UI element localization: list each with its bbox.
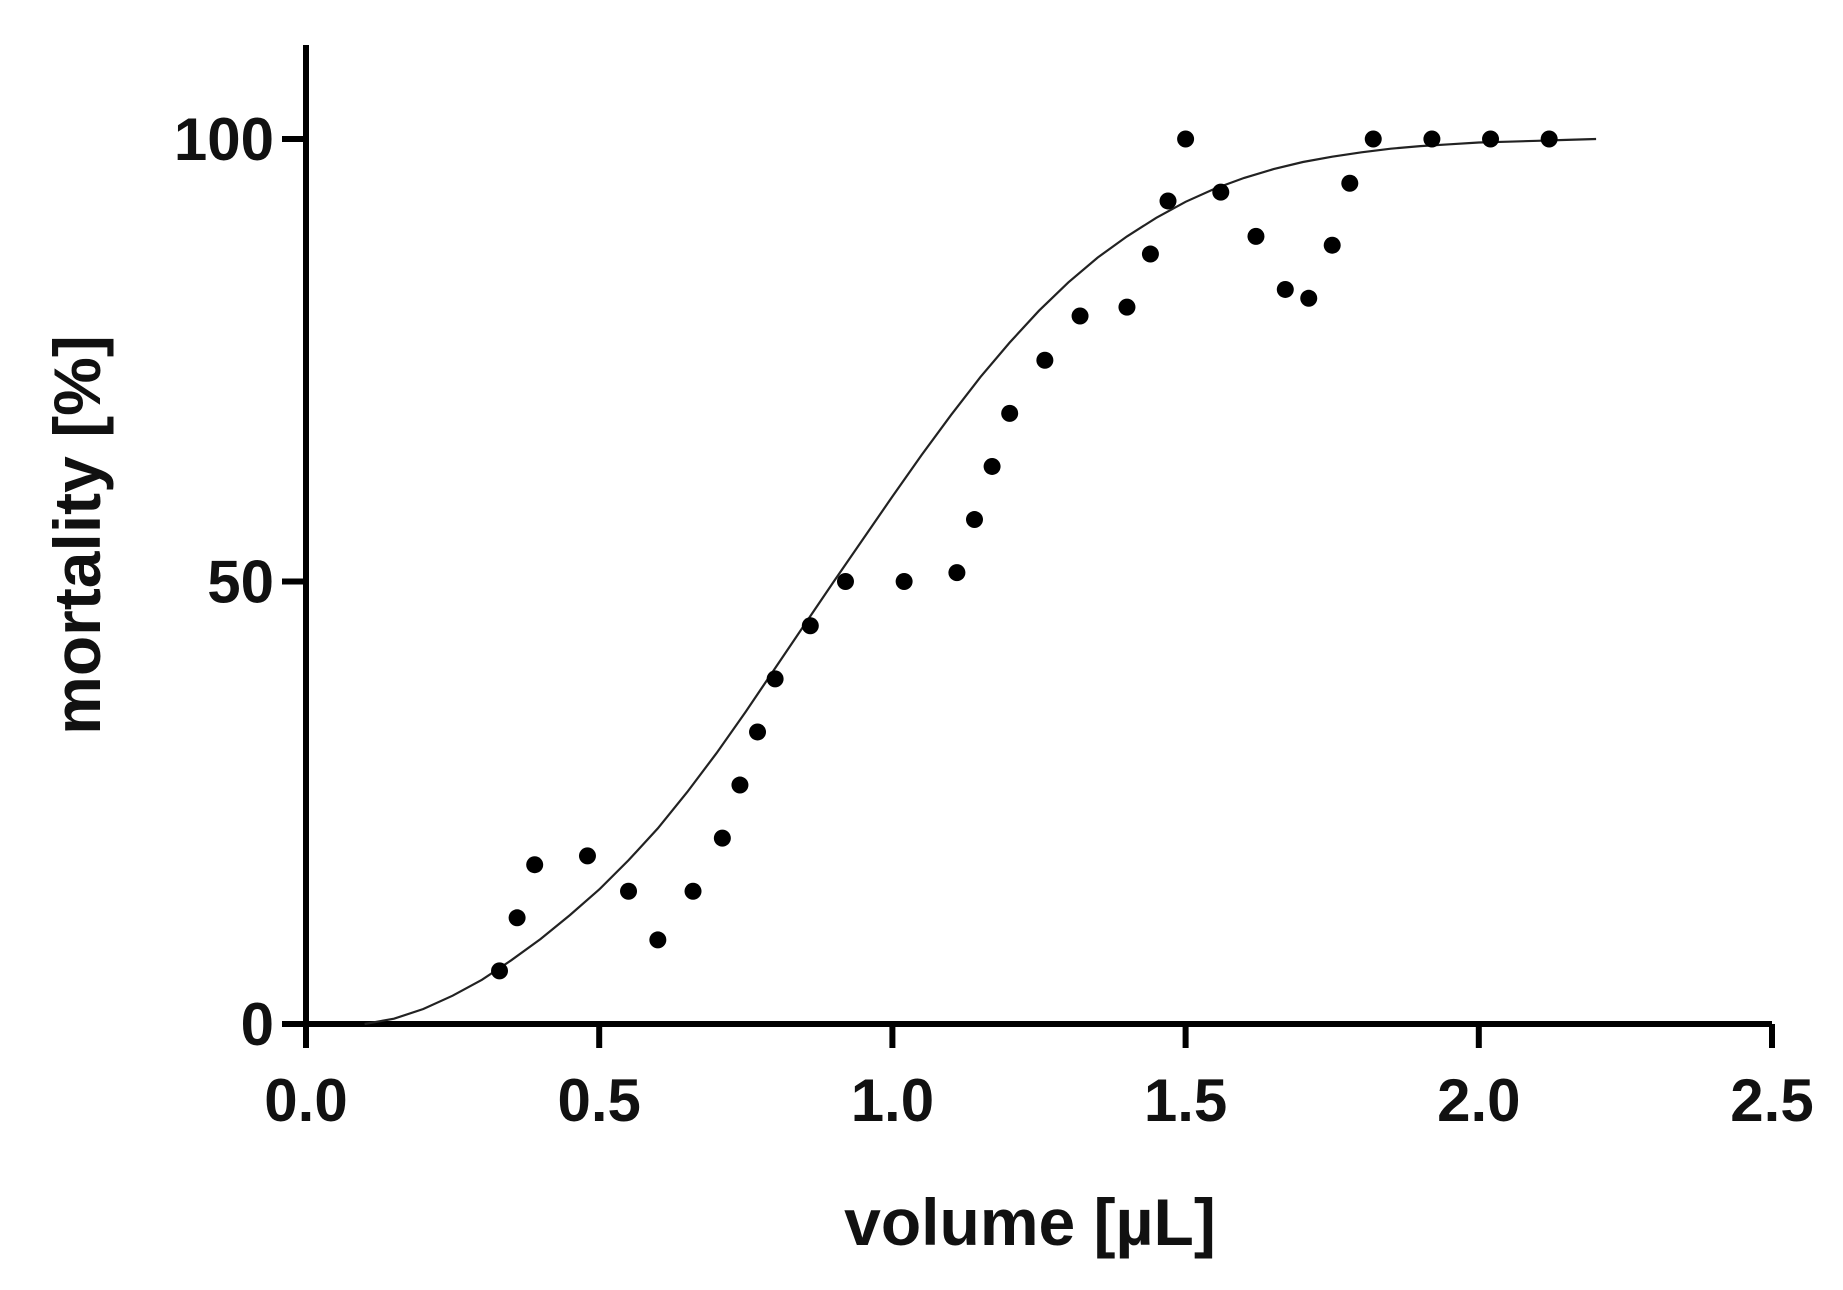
x-axis-title: volume [µL]	[844, 1185, 1216, 1259]
data-points	[491, 130, 1558, 980]
data-point	[983, 457, 1001, 475]
data-point	[1300, 289, 1318, 307]
x-axis-ticks: 0.0 0.5 1.0 1.5 2.0 2.5	[264, 1024, 1814, 1134]
data-point	[1482, 130, 1500, 148]
data-point	[1212, 183, 1230, 201]
data-point	[749, 723, 767, 741]
y-tick-label: 50	[207, 549, 274, 616]
x-tick-label: 1.0	[851, 1067, 934, 1134]
data-point	[1323, 236, 1341, 254]
data-point	[649, 931, 667, 949]
data-point	[1071, 307, 1089, 325]
data-point	[1141, 245, 1159, 263]
data-point	[948, 564, 966, 582]
y-tick-label: 0	[241, 991, 274, 1058]
data-point	[1001, 404, 1019, 422]
data-point	[766, 670, 784, 688]
data-point	[1341, 174, 1359, 192]
data-point	[1159, 192, 1177, 210]
data-point	[1118, 298, 1136, 316]
data-point	[526, 856, 544, 874]
data-point	[684, 882, 702, 900]
y-axis-title: mortality [%]	[40, 335, 114, 735]
data-point	[1177, 130, 1195, 148]
data-point	[1423, 130, 1441, 148]
data-point	[1036, 351, 1054, 369]
data-point	[1247, 227, 1265, 245]
x-tick-label: 2.0	[1437, 1067, 1520, 1134]
x-tick-label: 0.5	[557, 1067, 640, 1134]
x-tick-label: 1.5	[1144, 1067, 1227, 1134]
data-point	[965, 511, 983, 529]
y-tick-label: 100	[174, 106, 274, 173]
data-point	[1540, 130, 1558, 148]
x-tick-label: 2.5	[1730, 1067, 1813, 1134]
data-point	[578, 847, 596, 865]
data-point	[895, 573, 913, 590]
data-point	[1364, 130, 1382, 148]
data-point	[713, 829, 731, 847]
data-point	[836, 573, 854, 590]
data-point	[801, 617, 819, 635]
data-point	[1276, 280, 1294, 298]
x-tick-label: 0.0	[264, 1067, 347, 1134]
data-point	[620, 882, 638, 900]
fit-curve	[364, 137, 1597, 1026]
axes	[303, 45, 1772, 1027]
data-point	[491, 962, 509, 980]
data-point	[731, 776, 749, 794]
data-point	[508, 909, 526, 927]
y-axis-ticks: 0 50 100	[174, 106, 306, 1058]
